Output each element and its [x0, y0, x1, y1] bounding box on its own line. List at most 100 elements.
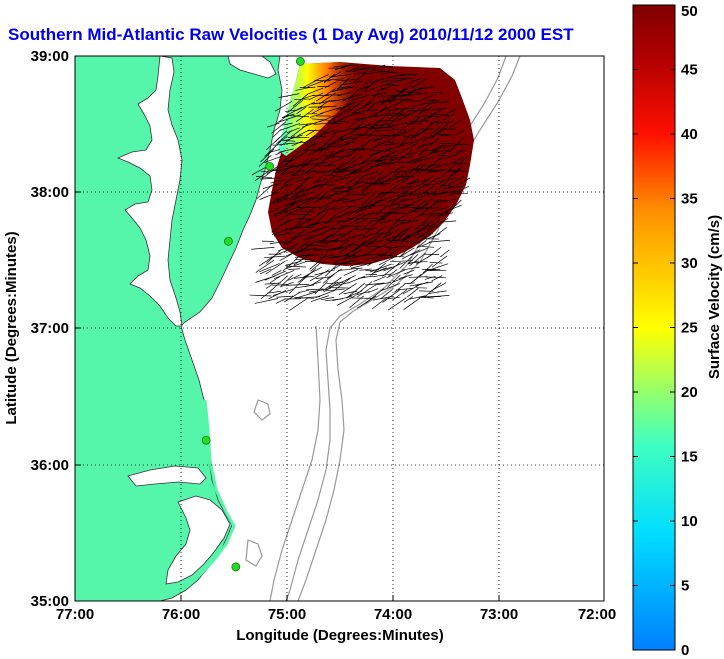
velocity-vector	[354, 74, 365, 82]
velocity-vector	[403, 296, 414, 303]
velocity-vector	[397, 184, 419, 196]
velocity-vector	[337, 91, 352, 97]
velocity-vector	[326, 148, 346, 160]
velocity-vector	[281, 140, 296, 142]
velocity-vector	[397, 120, 415, 134]
station-marker	[265, 161, 275, 171]
velocity-vector	[328, 186, 352, 191]
velocity-vector	[355, 227, 378, 231]
colorbar-tick-label: 45	[681, 62, 698, 79]
velocity-vector	[372, 298, 386, 310]
velocity-vector	[407, 261, 428, 264]
velocity-vector	[441, 147, 455, 155]
colorbar-tick-label: 5	[681, 578, 689, 595]
velocity-vector	[293, 253, 303, 262]
velocity-vector	[377, 94, 399, 97]
x-tick-label: 76:00	[162, 606, 200, 623]
velocity-vector	[413, 273, 422, 282]
velocity-vector	[342, 93, 356, 102]
velocity-vector	[271, 185, 286, 194]
velocity-vector	[321, 191, 344, 199]
velocity-vector	[292, 93, 309, 107]
velocity-vector	[425, 276, 447, 279]
velocity-vector	[427, 295, 450, 298]
velocity-vector	[309, 149, 323, 155]
velocity-vector	[409, 169, 427, 172]
hf-radar-stations	[201, 57, 305, 572]
velocity-vector	[260, 268, 272, 275]
velocity-vector	[326, 78, 344, 81]
velocity-vector	[385, 144, 406, 151]
x-tick-label: 75:00	[268, 606, 306, 623]
velocity-vector	[446, 158, 464, 167]
velocity-vector	[357, 85, 371, 91]
velocity-vector	[355, 219, 366, 224]
velocity-vector	[287, 268, 300, 270]
velocity-vector	[366, 239, 377, 245]
velocity-vector	[389, 170, 413, 173]
velocity-vector	[416, 235, 427, 245]
velocity-vector	[343, 269, 358, 276]
velocity-vector	[347, 275, 366, 284]
velocity-vector	[318, 105, 337, 109]
velocity-vector	[381, 94, 394, 105]
velocity-vector	[431, 122, 449, 138]
velocity-vector	[293, 218, 314, 220]
velocity-vector	[302, 170, 316, 175]
colorbar-tick-label: 10	[681, 513, 698, 530]
velocity-vector	[368, 135, 392, 141]
velocity-vector	[337, 240, 350, 249]
velocity-vector	[305, 260, 328, 263]
velocity-vector	[361, 191, 372, 197]
map-plot-area	[75, 56, 604, 601]
velocity-vector	[434, 121, 454, 124]
velocity-vector	[412, 168, 434, 171]
velocity-vector	[360, 156, 372, 165]
velocity-vector	[282, 184, 293, 187]
velocity-vector	[347, 205, 365, 216]
velocity-vector	[373, 232, 384, 241]
velocity-vector	[371, 218, 386, 222]
velocity-vector	[308, 288, 331, 293]
velocity-vector	[363, 220, 373, 229]
velocity-vector	[324, 220, 335, 224]
velocity-vector	[335, 143, 350, 149]
velocity-vector	[333, 191, 357, 193]
velocity-vector	[268, 149, 280, 154]
velocity-vector	[418, 147, 427, 156]
velocity-vector	[393, 134, 406, 136]
x-axis-label: Longitude (Degrees:Minutes)	[236, 627, 444, 644]
velocity-vector	[337, 169, 350, 172]
velocity-vector	[344, 247, 358, 257]
velocity-vector	[306, 148, 329, 151]
velocity-vector	[270, 179, 286, 184]
velocity-vector	[359, 268, 372, 271]
velocity-vector	[313, 198, 324, 203]
velocity-vector	[290, 198, 309, 206]
velocity-vector	[295, 101, 316, 111]
velocity-vector	[424, 276, 436, 280]
velocity-vector	[271, 219, 289, 233]
velocity-vector	[312, 99, 336, 105]
velocity-vector	[370, 64, 386, 72]
velocity-vector	[260, 177, 281, 180]
velocity-vector	[333, 120, 349, 123]
velocity-vector	[301, 254, 324, 257]
velocity-vector	[387, 297, 407, 311]
velocity-vector	[314, 248, 335, 251]
velocity-vector	[404, 92, 428, 97]
velocity-vector	[287, 115, 309, 118]
velocity-vector	[357, 207, 370, 213]
velocity-vector	[362, 157, 377, 165]
velocity-vector	[392, 289, 408, 301]
velocity-vector	[387, 94, 407, 99]
velocity-vector	[422, 135, 433, 142]
colorbar-tick-label: 40	[681, 126, 698, 143]
velocity-vector	[335, 165, 356, 174]
velocity-vector	[430, 113, 450, 116]
velocity-vector	[342, 184, 366, 193]
velocity-vector	[362, 72, 377, 75]
velocity-vector	[338, 198, 350, 200]
velocity-vector	[400, 241, 415, 257]
velocity-vector	[266, 122, 280, 128]
